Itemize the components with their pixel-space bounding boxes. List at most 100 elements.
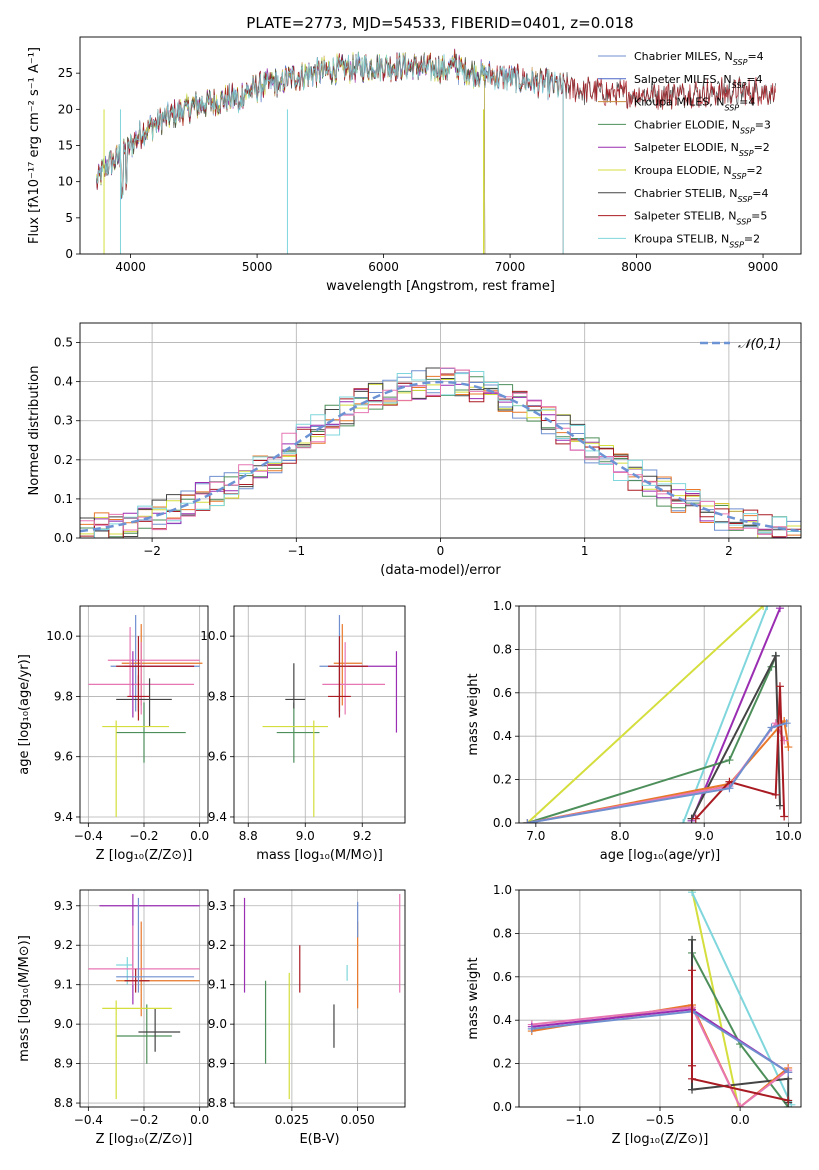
panel-weight-vs-age: 7.0 8.0 9.0 10.0 0.0 0.2 0.4 0.6 0.8 1.0 age [log₁… xyxy=(466,599,802,863)
y-tick-label: 10.0 xyxy=(200,629,227,643)
y-tick-label: 0.4 xyxy=(54,375,73,389)
plot-area xyxy=(262,615,398,817)
x-tick-label: 7000 xyxy=(495,260,526,274)
y-tick-label: 0.5 xyxy=(54,336,73,350)
legend-label-sub: SSP xyxy=(740,126,755,135)
weight-marker xyxy=(771,651,780,660)
panel-spectrum: 4000 5000 6000 7000 8000 9000 0 5 10 15 20 25 wavele… xyxy=(27,36,802,294)
y-tick-label: 0.0 xyxy=(493,816,512,830)
legend-label-sub: SSP xyxy=(732,80,747,89)
legend-label: Salpeter MILES, NSSP=4 xyxy=(634,73,763,90)
y-tick-label: 9.8 xyxy=(208,689,227,703)
y-axis-label: mass weight xyxy=(466,957,481,1039)
y-axis-label: Flux [fλ10⁻¹⁷ erg cm⁻² s⁻¹ A⁻¹] xyxy=(27,47,42,244)
x-tick-label: −2 xyxy=(143,544,161,558)
legend-label-value: =3 xyxy=(755,118,771,131)
y-tick-label: 9.8 xyxy=(54,689,73,703)
weight-marker xyxy=(688,1085,697,1094)
weight-marker xyxy=(679,819,688,823)
y-tick-label: 0.4 xyxy=(493,1013,512,1027)
weight-marker xyxy=(775,682,784,691)
y-tick-label: 8.8 xyxy=(54,1096,73,1110)
y-axis-label: mass [log₁₀(M/M⊙)] xyxy=(17,935,32,1062)
x-tick-label: 8.0 xyxy=(610,829,629,843)
panel-age-vs-mass: 8.8 9.0 9.2 9.4 9.6 9.8 10.0 mass [log₁₀(M/M⊙)] xyxy=(200,605,406,863)
legend-label-sub: SSP xyxy=(738,194,753,203)
x-tick-label: −1 xyxy=(287,544,305,558)
spectrum-line xyxy=(96,53,564,254)
axes-frame xyxy=(518,889,802,1108)
x-tick-label: −0.4 xyxy=(74,829,103,843)
y-tick-label: 10 xyxy=(58,175,73,189)
x-tick-label: 0.050 xyxy=(340,1113,374,1127)
x-tick-label: −0.4 xyxy=(74,1113,103,1127)
legend-label-value: =4 xyxy=(752,187,768,200)
x-tick-label: 7.0 xyxy=(526,829,545,843)
y-axis-label: mass weight xyxy=(466,673,481,755)
axes-frame xyxy=(79,36,802,255)
x-tick-label: 8000 xyxy=(621,260,652,274)
legend-label-main: Kroupa STELIB, N xyxy=(634,232,729,245)
legend-label: Chabrier ELODIE, NSSP=3 xyxy=(634,118,771,135)
y-axis-label: age [log₁₀(age/yr)] xyxy=(17,654,32,775)
weight-line xyxy=(527,722,787,823)
y-tick-label: 1.0 xyxy=(493,599,512,613)
weight-marker xyxy=(763,606,772,610)
axes-frame xyxy=(518,605,802,824)
legend-label-sub: SSP xyxy=(732,172,747,181)
y-tick-label: 9.6 xyxy=(54,750,73,764)
axes-frame xyxy=(233,889,406,1108)
plot-area xyxy=(88,893,200,1100)
figure-title: PLATE=2773, MJD=54533, FIBERID=0401, z=0… xyxy=(246,14,633,32)
legend-label: Chabrier MILES, NSSP=4 xyxy=(634,50,764,67)
legend-label-main: Kroupa ELODIE, N xyxy=(634,164,732,177)
weight-marker xyxy=(523,819,532,823)
x-tick-label: −0.5 xyxy=(645,1113,674,1127)
x-axis-label: Z [log₁₀(Z/Z⊙)] xyxy=(612,1132,709,1147)
x-tick-label: −0.2 xyxy=(129,829,158,843)
y-tick-label: 9.6 xyxy=(208,750,227,764)
y-tick-label: 9.3 xyxy=(208,899,227,913)
y-tick-label: 0.0 xyxy=(493,1100,512,1114)
weight-line xyxy=(682,606,769,823)
plot-area xyxy=(527,890,796,1107)
legend-label-main: Salpeter ELODIE, N xyxy=(634,141,739,154)
y-tick-label: 9.4 xyxy=(54,810,73,824)
y-tick-label: 0.6 xyxy=(493,970,512,984)
weight-line xyxy=(690,607,781,822)
y-axis-label: Normed distribution xyxy=(27,366,42,496)
weight-marker xyxy=(767,723,776,732)
y-tick-label: 20 xyxy=(58,102,73,116)
x-tick-label: 0.0 xyxy=(190,1113,209,1127)
x-tick-label: −1.0 xyxy=(565,1113,594,1127)
weight-marker xyxy=(736,1103,745,1107)
weight-line xyxy=(527,721,786,823)
weight-line xyxy=(691,891,793,1106)
weight-marker xyxy=(775,606,784,613)
x-axis-label: wavelength [Angstrom, rest frame] xyxy=(326,279,555,294)
legend-label-value: =4 xyxy=(747,50,763,63)
x-tick-label: 0.0 xyxy=(731,1113,750,1127)
legend-label-main: Chabrier STELIB, N xyxy=(634,187,738,200)
weight-marker xyxy=(775,801,784,810)
legend-label: Salpeter STELIB, NSSP=5 xyxy=(634,210,767,227)
x-tick-label: 0.0 xyxy=(190,829,209,843)
y-tick-label: 9.3 xyxy=(54,899,73,913)
y-tick-label: 9.2 xyxy=(208,938,227,952)
legend-label: Kroupa STELIB, NSSP=2 xyxy=(634,232,760,249)
y-tick-label: 0.3 xyxy=(54,414,73,428)
weight-marker xyxy=(725,784,734,793)
y-tick-label: 1.0 xyxy=(493,883,512,897)
legend-label: Kroupa ELODIE, NSSP=2 xyxy=(634,164,763,181)
legend-label-value: =2 xyxy=(746,164,762,177)
y-tick-label: 0.8 xyxy=(493,926,512,940)
weight-marker xyxy=(780,812,789,821)
x-tick-label: 2 xyxy=(725,544,733,558)
y-tick-label: 0.2 xyxy=(54,453,73,467)
x-tick-label: 9000 xyxy=(748,260,779,274)
y-tick-label: 8.9 xyxy=(208,1057,227,1071)
y-tick-label: 0.4 xyxy=(493,729,512,743)
plot-area xyxy=(523,606,793,823)
y-tick-label: 0.0 xyxy=(54,531,73,545)
axes-frame xyxy=(79,605,209,824)
